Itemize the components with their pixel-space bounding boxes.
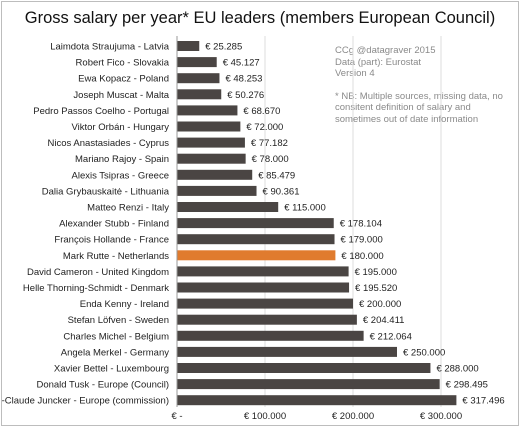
chart-notes: CCg @datagraver 2015 Data (part): Eurost…: [335, 45, 517, 125]
value-label-8: € 85.479: [258, 170, 295, 181]
category-label-21: Donald Tusk - Europe (Council): [36, 380, 169, 391]
bar-8: [177, 169, 253, 180]
bar-14: [177, 266, 349, 277]
bar-22: [177, 395, 457, 406]
category-label-18: Charles Michel - Belgium: [63, 331, 169, 342]
category-label-3: Joseph Muscat - Malta: [73, 90, 169, 101]
category-label-22: Jean-Claude Juncker - Europe (commission…: [2, 396, 169, 407]
footnote: * NB: Multiple sources, missing data, no…: [335, 90, 503, 125]
category-label-12: François Hollande - France: [54, 235, 169, 246]
bar-12: [177, 234, 335, 245]
bar-17: [177, 314, 357, 325]
value-label-14: € 195.000: [355, 267, 397, 278]
bar-0: [177, 41, 200, 51]
bar-3: [177, 89, 222, 100]
value-label-18: € 212.064: [370, 331, 412, 342]
value-label-13: € 180.000: [341, 251, 383, 262]
bar-21: [177, 379, 440, 390]
category-label-4: Pedro Passos Coelho - Portugal: [33, 106, 169, 117]
bar-4: [177, 105, 238, 116]
x-tick-label-2: € 200.000: [332, 411, 374, 422]
category-label-7: Mariano Rajoy - Spain: [75, 154, 169, 165]
x-tick-label-3: € 300.000: [420, 411, 462, 422]
category-label-13: Mark Rutte - Netherlands: [63, 251, 169, 262]
bar-20: [177, 363, 431, 373]
bar-7: [177, 153, 246, 164]
category-label-14: David Cameron - United Kingdom: [27, 267, 169, 278]
bar-13: [177, 250, 336, 261]
bar-15: [177, 282, 350, 293]
category-label-0: Laimdota Straujuma - Latvia: [50, 42, 170, 53]
category-label-1: Robert Fico - Slovakia: [76, 58, 170, 69]
bar-9: [177, 185, 257, 196]
category-label-5: Viktor Orbán - Hungary: [71, 122, 169, 133]
version-note: Version 4: [335, 68, 375, 79]
category-label-11: Alexander Stubb - Finland: [59, 219, 169, 230]
value-label-0: € 25.285: [205, 42, 242, 53]
bar-18: [177, 330, 364, 341]
value-label-12: € 179.000: [341, 235, 383, 246]
value-label-21: € 298.495: [446, 380, 488, 391]
value-label-9: € 90.361: [263, 186, 300, 197]
bar-2: [177, 73, 220, 84]
category-label-16: Enda Kenny - Ireland: [80, 299, 169, 310]
value-label-1: € 45.127: [223, 58, 260, 69]
x-tick-label-1: € 100.000: [244, 411, 286, 422]
category-label-10: Matteo Renzi - Italy: [87, 203, 169, 214]
value-label-5: € 72.000: [246, 122, 283, 133]
bar-11: [177, 218, 334, 229]
value-label-7: € 78.000: [252, 154, 289, 165]
bar-5: [177, 121, 241, 132]
category-label-17: Stefan Löfven - Sweden: [68, 315, 169, 326]
category-label-15: Helle Thorning-Schmidt - Denmark: [23, 283, 169, 294]
value-label-17: € 204.411: [363, 315, 405, 326]
value-label-16: € 200.000: [359, 299, 401, 310]
bar-16: [177, 298, 353, 309]
category-label-6: Nicos Anastasiades - Cyprus: [48, 138, 170, 149]
value-label-20: € 288.000: [436, 364, 478, 375]
credit-note: CCg @datagraver 2015: [335, 45, 436, 56]
bar-10: [177, 202, 279, 212]
category-label-20: Xavier Bettel - Luxembourg: [54, 364, 169, 375]
category-label-19: Angela Merkel - Germany: [61, 347, 169, 358]
bar-6: [177, 137, 245, 148]
bar-19: [177, 346, 397, 357]
value-label-22: € 317.496: [462, 396, 504, 407]
value-label-6: € 77.182: [251, 138, 288, 149]
category-label-2: Ewa Kopacz - Poland: [78, 74, 169, 85]
bar-1: [177, 57, 217, 68]
value-label-3: € 50.276: [227, 90, 264, 101]
source-note: Data (part): Eurostat: [335, 56, 422, 68]
category-label-8: Alexis Tsipras - Greece: [72, 170, 170, 181]
category-label-9: Dalia Grybauskaitė - Lithuania: [42, 186, 170, 197]
value-label-15: € 195.520: [355, 283, 397, 294]
value-label-2: € 48.253: [225, 74, 262, 85]
x-tick-label-0: € -: [171, 411, 182, 422]
value-label-4: € 68.670: [243, 106, 280, 117]
value-label-19: € 250.000: [403, 347, 445, 358]
value-label-10: € 115.000: [284, 203, 326, 214]
chart-title: Gross salary per year* EU leaders (membe…: [24, 9, 496, 27]
value-label-11: € 178.104: [340, 219, 382, 230]
